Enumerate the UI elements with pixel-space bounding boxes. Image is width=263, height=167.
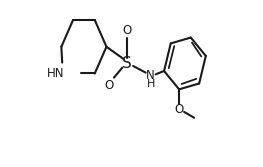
Text: O: O (174, 103, 184, 116)
Text: H: H (146, 78, 155, 89)
Text: O: O (104, 79, 114, 92)
Text: S: S (123, 56, 132, 71)
Text: O: O (123, 24, 132, 37)
Text: HN: HN (47, 67, 64, 80)
Text: N: N (146, 69, 155, 82)
